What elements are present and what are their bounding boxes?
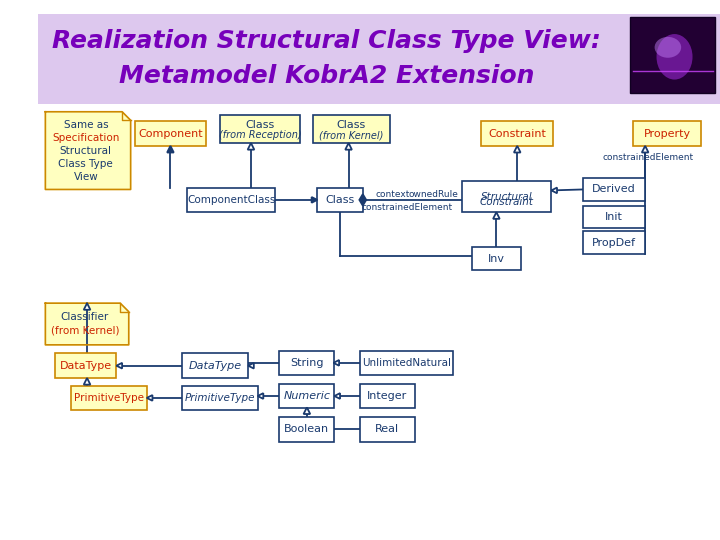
Ellipse shape (657, 34, 693, 79)
Bar (135, 122, 207, 146)
Ellipse shape (654, 37, 681, 58)
Bar (279, 350, 334, 375)
Polygon shape (346, 143, 352, 150)
Text: Derived: Derived (592, 185, 636, 194)
Text: Property: Property (644, 129, 690, 139)
Text: Class: Class (246, 119, 274, 130)
Text: Real: Real (375, 424, 400, 434)
Text: PrimitiveType: PrimitiveType (184, 393, 255, 403)
Text: UnlimitedNatural: UnlimitedNatural (362, 358, 451, 368)
Text: Class: Class (337, 119, 366, 130)
Text: (from Kernel): (from Kernel) (319, 130, 384, 140)
Polygon shape (248, 363, 254, 368)
Polygon shape (84, 378, 91, 384)
Text: View: View (73, 172, 98, 181)
Bar (182, 386, 258, 410)
Bar (472, 247, 521, 270)
Polygon shape (45, 112, 130, 190)
Text: Inv: Inv (488, 254, 505, 264)
Text: Specification: Specification (52, 133, 120, 143)
Text: Constraint: Constraint (488, 129, 546, 139)
Bar (633, 122, 701, 146)
Polygon shape (84, 303, 91, 310)
Bar (187, 187, 274, 212)
Text: constrainedElement: constrainedElement (603, 153, 693, 162)
Bar (481, 122, 553, 146)
Text: PropDef: PropDef (592, 238, 636, 247)
Polygon shape (493, 212, 500, 219)
Bar (37, 14, 720, 104)
Bar (182, 353, 248, 378)
Polygon shape (552, 187, 557, 193)
Bar (71, 386, 147, 410)
Polygon shape (117, 363, 122, 368)
Polygon shape (642, 146, 649, 152)
Text: Realization Structural Class Type View:: Realization Structural Class Type View: (53, 29, 601, 53)
Text: String: String (290, 358, 323, 368)
Text: Structural: Structural (60, 146, 112, 156)
Text: Structural: Structural (481, 192, 533, 201)
Bar (462, 181, 552, 212)
Polygon shape (304, 407, 310, 414)
Text: Numeric: Numeric (284, 391, 330, 401)
Polygon shape (359, 194, 366, 206)
Text: Init: Init (605, 212, 623, 222)
Text: PrimitiveType: PrimitiveType (74, 393, 144, 403)
Text: DataType: DataType (189, 361, 241, 370)
Bar (360, 350, 453, 375)
Text: Boolean: Boolean (284, 424, 330, 434)
Bar (630, 17, 715, 93)
Polygon shape (167, 146, 174, 152)
Bar (312, 114, 390, 143)
Text: Class Type: Class Type (58, 159, 113, 168)
Polygon shape (514, 146, 521, 152)
Text: Class: Class (325, 195, 355, 205)
Text: (from Kernel): (from Kernel) (50, 326, 120, 336)
Polygon shape (258, 393, 264, 399)
Text: Same as: Same as (63, 120, 108, 130)
Bar (279, 384, 334, 408)
Bar (582, 206, 645, 228)
Polygon shape (333, 360, 339, 366)
Polygon shape (147, 395, 153, 401)
Bar (220, 114, 300, 143)
Text: constrainedElement: constrainedElement (361, 203, 453, 212)
Bar (582, 231, 645, 254)
Polygon shape (248, 143, 254, 150)
Text: Metamodel KobrA2 Extension: Metamodel KobrA2 Extension (119, 64, 534, 88)
Bar (360, 417, 415, 442)
Text: Component: Component (139, 129, 203, 139)
Bar (318, 187, 363, 212)
Text: ComponentClass: ComponentClass (187, 195, 275, 205)
Polygon shape (312, 197, 318, 202)
Text: Integer: Integer (367, 391, 408, 401)
Text: ownedRule: ownedRule (409, 190, 459, 199)
Bar (582, 178, 645, 201)
Text: DataType: DataType (60, 361, 112, 370)
Text: Classifier: Classifier (60, 312, 109, 322)
Text: Constraint: Constraint (480, 197, 534, 207)
Polygon shape (334, 393, 340, 399)
Text: context: context (376, 190, 410, 199)
Bar (279, 417, 334, 442)
Polygon shape (45, 303, 129, 345)
Text: (from Reception): (from Reception) (219, 130, 301, 140)
Bar (55, 353, 117, 378)
Bar (360, 384, 415, 408)
